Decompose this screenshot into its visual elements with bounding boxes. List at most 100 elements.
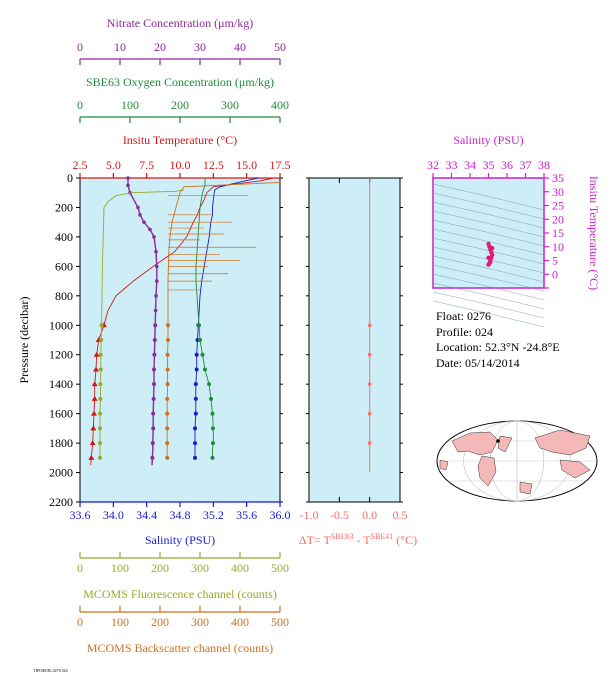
backscatter-tick-label: 100	[111, 615, 129, 629]
fluorescence-marker	[98, 352, 103, 357]
nitrate-tick-label: 40	[234, 40, 246, 54]
backscatter-marker	[165, 396, 170, 401]
ts-salinity-tick-label: 34	[464, 158, 476, 172]
pressure-tick-label: 800	[55, 289, 73, 303]
nitrate-axis-label: Nitrate Concentration (μm/kg)	[107, 16, 253, 30]
temperature-tick-label: 7.5	[139, 158, 154, 172]
density-contour	[432, 228, 545, 256]
ts-temperature-tick-label: 0	[552, 267, 558, 281]
footer-text: ПРОФІЛЬ 0276 024	[34, 668, 68, 673]
temperature-marker	[90, 425, 97, 431]
delta-t-marker	[367, 411, 372, 416]
fluorescence-marker	[98, 441, 102, 446]
nitrate-marker	[138, 213, 142, 217]
fluorescence-line	[99, 189, 185, 458]
nitrate-marker	[150, 441, 155, 446]
salinity-marker	[194, 367, 199, 372]
temperature-marker	[91, 410, 97, 416]
pressure-tick-label: 1800	[49, 436, 73, 450]
pressure-tick-label: 1200	[49, 348, 73, 362]
delta-t-marker	[367, 382, 372, 386]
temperature-tick-label: 12.5	[203, 158, 224, 172]
salinity-marker	[193, 396, 198, 401]
ts-point	[490, 245, 495, 251]
ts-temperature-tick-label: 10	[552, 240, 564, 254]
fluorescence-marker	[98, 411, 102, 416]
backscatter-marker	[166, 323, 170, 328]
fluorescence-tick-label: 400	[231, 561, 249, 575]
salinity-marker	[193, 455, 197, 460]
map-landmass	[559, 459, 591, 479]
ts-temperature-tick-label: 30	[552, 185, 564, 199]
backscatter-tick-label: 0	[77, 615, 83, 629]
ts-point	[488, 259, 493, 265]
salinity-marker	[193, 441, 197, 446]
fluorescence-tick-label: 300	[191, 561, 209, 575]
delta-t-tick-label: -1.0	[300, 508, 319, 522]
delta-t-marker	[367, 352, 372, 357]
fluorescence-tick-label: 0	[77, 561, 83, 575]
fluorescence-marker	[98, 455, 102, 460]
temperature-marker	[88, 454, 95, 460]
temperature-tick-label: 10.0	[170, 158, 191, 172]
temperature-axis-label: Insitu Temperature (°C)	[123, 133, 237, 147]
ts-salinity-tick-label: 33	[446, 158, 458, 172]
fluorescence-marker	[99, 323, 104, 328]
date: Date: 05/14/2014	[436, 355, 520, 370]
ts-salinity-tick-label: 32	[427, 158, 439, 172]
ts-salinity-tick-label: 38	[538, 158, 550, 172]
pressure-tick-label: 2200	[49, 495, 73, 509]
delta-t-tick-label: -0.5	[330, 508, 349, 522]
backscatter-marker	[165, 441, 170, 446]
fluorescence-tick-label: 500	[271, 561, 289, 575]
salinity-tick-label: 33.6	[70, 508, 91, 522]
salinity-marker	[194, 352, 199, 357]
delta-t-tick-label: 0.5	[393, 508, 408, 522]
fluorescence-marker	[98, 426, 102, 431]
ts-temperature-axis-label: Insitu Temperature (°C)	[587, 176, 601, 290]
density-contour	[432, 264, 545, 292]
oxygen-tick-label: 0	[77, 98, 83, 112]
backscatter-marker	[165, 352, 170, 357]
backscatter-tick-label: 300	[191, 615, 209, 629]
fluorescence-tick-label: 200	[151, 561, 169, 575]
temperature-marker	[91, 395, 98, 401]
ts-temperature-tick-label: 5	[552, 254, 558, 268]
nitrate-tick-label: 0	[77, 40, 83, 54]
pressure-tick-label: 1000	[49, 318, 73, 332]
pressure-tick-label: 1600	[49, 407, 73, 421]
salinity-tick-label: 34.4	[136, 508, 157, 522]
nitrate-marker	[153, 323, 158, 328]
delta-t-marker	[367, 323, 372, 328]
delta-t-plot-area	[308, 177, 401, 503]
nitrate-marker	[155, 264, 159, 269]
salinity-tick-label: 36.0	[270, 508, 291, 522]
density-contour	[432, 210, 545, 238]
ts-point	[486, 255, 491, 260]
temperature-tick-label: 17.5	[270, 158, 291, 172]
temperature-tick-label: 2.5	[73, 158, 88, 172]
nitrate-marker	[152, 338, 157, 342]
ts-temperature-tick-label: 35	[552, 171, 564, 185]
salinity-marker	[193, 411, 198, 416]
temperature-marker	[93, 366, 99, 372]
salinity-marker	[193, 382, 198, 387]
map-landmass	[534, 429, 591, 456]
density-contour	[432, 273, 545, 301]
float-info: Float: 0276 Profile: 024 Location: 52.3°…	[436, 309, 560, 371]
nitrate-marker	[152, 382, 156, 387]
density-contour	[432, 255, 545, 283]
map-landmass	[519, 481, 533, 495]
density-contour	[432, 282, 545, 310]
fluorescence-marker	[98, 382, 103, 387]
oxygen-tick-label: 400	[271, 98, 289, 112]
density-contour	[432, 192, 545, 220]
nitrate-marker	[136, 205, 140, 210]
ts-point	[486, 241, 491, 247]
backscatter-marker	[165, 411, 170, 416]
oxygen-marker	[211, 441, 215, 446]
oxygen-marker	[210, 411, 215, 416]
float-location-marker	[496, 439, 500, 443]
ts-temperature-tick-label: 20	[552, 212, 564, 226]
